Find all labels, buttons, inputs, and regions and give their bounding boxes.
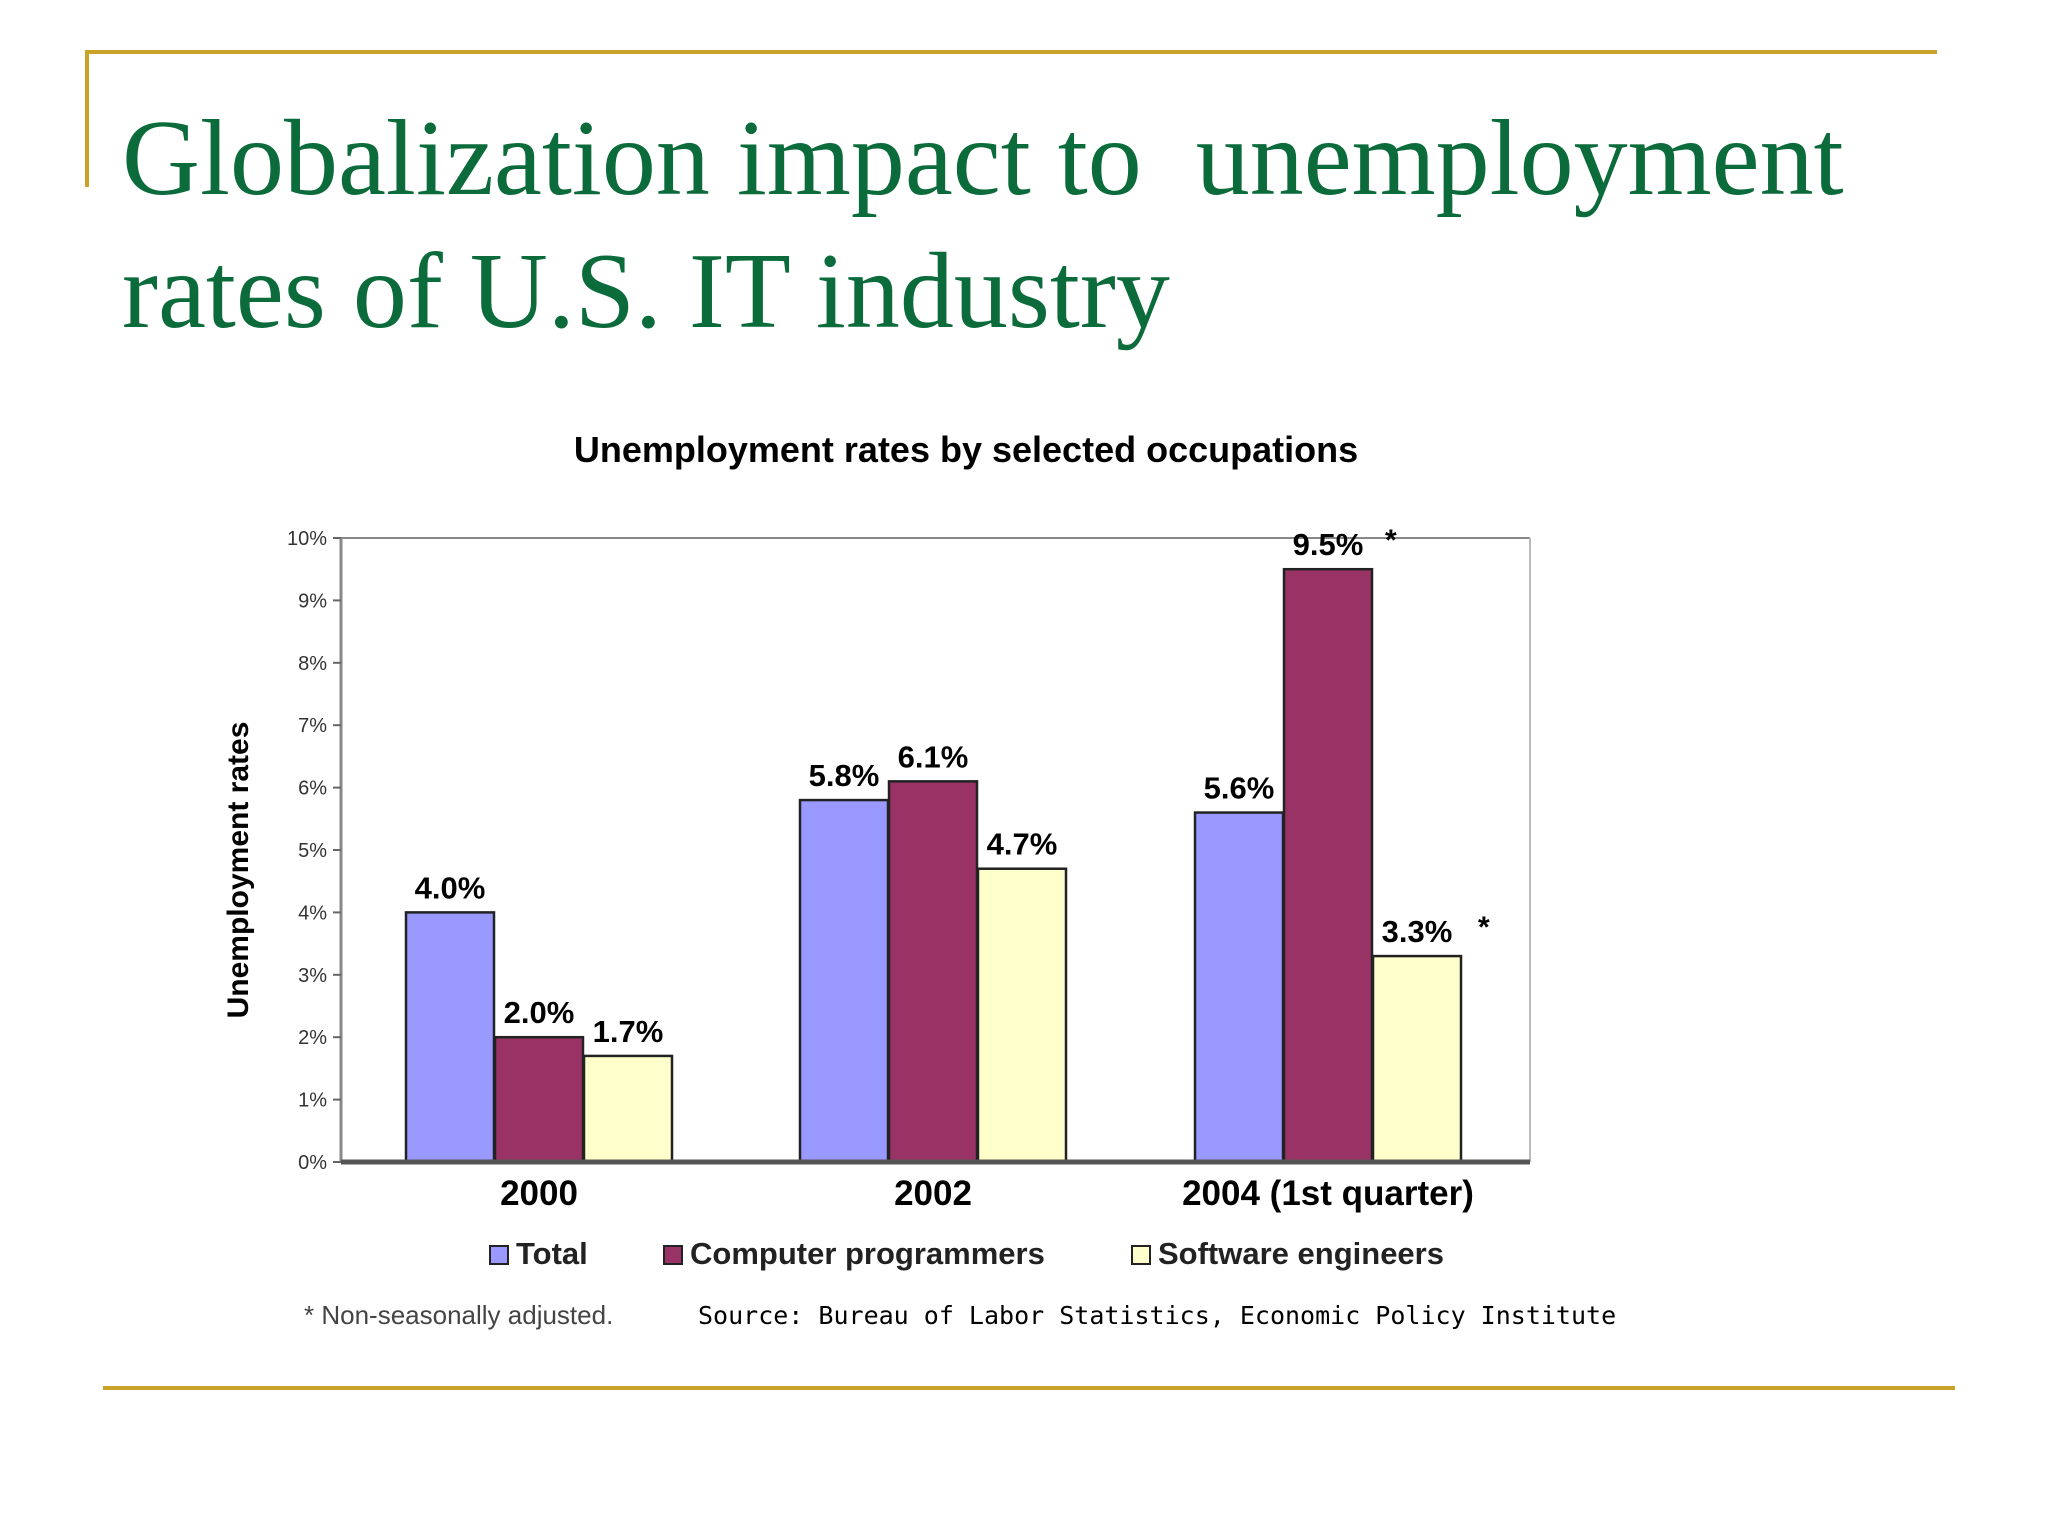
- bar: [976, 867, 1068, 1164]
- y-axis-label: Unemployment rates: [222, 722, 255, 1019]
- data-label: 9.5%: [1293, 527, 1364, 562]
- legend-label: Computer programmers: [690, 1236, 1045, 1271]
- legend-swatch: [663, 1245, 683, 1265]
- y-tick-label: 0%: [298, 1152, 327, 1174]
- y-tick-label: 4%: [298, 902, 327, 924]
- data-label: 3.3%: [1382, 914, 1453, 949]
- y-tick-label: 10%: [287, 528, 327, 550]
- y-tick-label: 1%: [298, 1090, 327, 1112]
- bottom-accent-rule: [103, 1386, 1955, 1390]
- footnote: * Non-seasonally adjusted.: [304, 1300, 613, 1330]
- data-label: 1.7%: [593, 1014, 664, 1049]
- legend-swatch: [489, 1245, 509, 1265]
- y-tick-label: 3%: [298, 965, 327, 987]
- bar: [582, 1054, 674, 1164]
- asterisk-annotation: *: [1385, 524, 1397, 557]
- y-tick-label: 7%: [298, 715, 327, 737]
- top-accent-rule: [85, 50, 1937, 54]
- data-label: 2.0%: [504, 995, 575, 1030]
- bar: [887, 780, 979, 1164]
- bar: [493, 1035, 585, 1164]
- data-label: 5.8%: [809, 758, 880, 793]
- bar: [404, 911, 496, 1164]
- legend-label: Software engineers: [1158, 1236, 1444, 1271]
- slide-title-line-1: Globalization impact to unemployment: [122, 99, 1844, 218]
- bar: [798, 798, 890, 1164]
- slide-title-line-2: rates of U.S. IT industry: [122, 232, 1170, 351]
- bar: [1371, 954, 1463, 1164]
- y-tick-label: 8%: [298, 653, 327, 675]
- slide-title: Globalization impact to unemployment rat…: [122, 92, 1922, 358]
- bar: [1282, 567, 1374, 1164]
- data-label: 4.0%: [415, 870, 486, 905]
- data-label: 6.1%: [898, 739, 969, 774]
- left-accent-rule: [85, 50, 89, 187]
- y-tick-label: 6%: [298, 778, 327, 800]
- data-label: 4.7%: [987, 827, 1058, 862]
- data-label: 5.6%: [1204, 771, 1275, 806]
- legend-label: Total: [516, 1236, 588, 1271]
- x-tick-label: 2002: [894, 1174, 972, 1213]
- bar: [1193, 811, 1285, 1164]
- chart-title: Unemployment rates by selected occupatio…: [574, 429, 1358, 470]
- source-note: Source: Bureau of Labor Statistics, Econ…: [698, 1301, 1616, 1330]
- x-tick-label: 2004 (1st quarter): [1182, 1174, 1474, 1213]
- asterisk-annotation: *: [1478, 911, 1490, 944]
- legend-swatch: [1131, 1245, 1151, 1265]
- y-tick-label: 9%: [298, 590, 327, 612]
- x-tick-label: 2000: [500, 1174, 578, 1213]
- y-tick-label: 5%: [298, 840, 327, 862]
- y-tick-label: 2%: [298, 1027, 327, 1049]
